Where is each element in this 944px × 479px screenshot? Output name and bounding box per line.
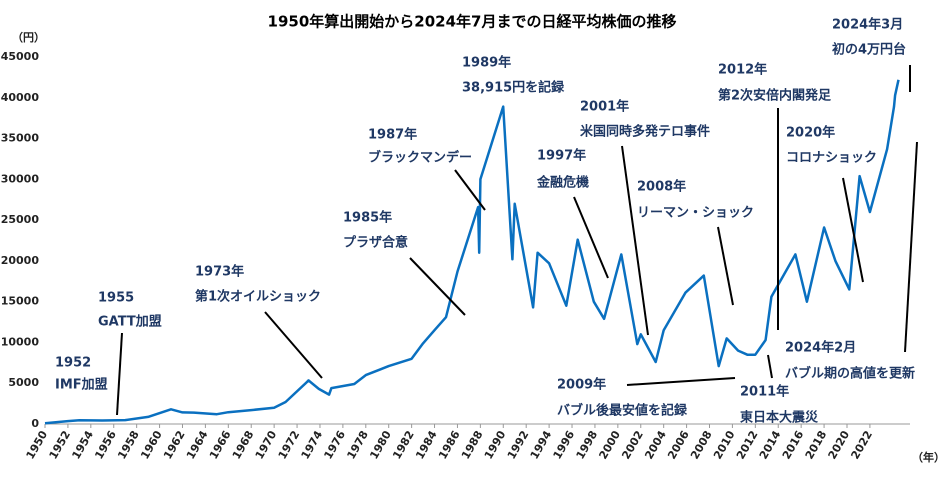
y-unit: （円） bbox=[12, 31, 45, 44]
x-tick-label: 1974 bbox=[299, 428, 326, 461]
annotation-arrow bbox=[626, 377, 736, 386]
x-tick-label: 1966 bbox=[207, 428, 234, 461]
y-tick-label: 45000 bbox=[1, 50, 40, 63]
x-tick-label: 2016 bbox=[780, 428, 807, 461]
annotation-text: 米国同時多発テロ事件 bbox=[580, 124, 710, 140]
y-tick-label: 30000 bbox=[1, 172, 40, 185]
annotation-arrow bbox=[116, 332, 123, 416]
x-tick-label: 1950 bbox=[24, 428, 51, 461]
x-tick-label: 2018 bbox=[803, 429, 830, 462]
x-tick-label: 2012 bbox=[734, 429, 761, 462]
x-tick-label: 2022 bbox=[849, 429, 876, 462]
x-tick-label: 1992 bbox=[505, 429, 532, 462]
annotation-year: 2008年 bbox=[637, 179, 686, 195]
x-tick-label: 1994 bbox=[528, 428, 555, 461]
x-tick-label: 1986 bbox=[436, 428, 463, 461]
annotation-text: 初の4万円台 bbox=[832, 42, 906, 58]
x-tick-label: 2020 bbox=[826, 428, 853, 461]
annotation-text: IMF加盟 bbox=[55, 377, 108, 393]
x-tick-label: 1960 bbox=[138, 428, 165, 461]
annotation-arrow bbox=[573, 196, 609, 279]
annotation-year: 1955 bbox=[98, 291, 134, 306]
x-tick-label: 2004 bbox=[642, 428, 669, 461]
annotation-arrow bbox=[842, 177, 864, 283]
annotation-year: 1973年 bbox=[195, 264, 244, 280]
annotation-text: 東日本大震災 bbox=[740, 410, 819, 426]
annotation-text: ブラックマンデー bbox=[368, 150, 472, 166]
x-tick-label: 1982 bbox=[390, 429, 417, 462]
y-tick-label: 20000 bbox=[1, 254, 40, 267]
x-tick-label: 1958 bbox=[115, 429, 142, 462]
price-line bbox=[44, 79, 900, 425]
x-tick-label: 1984 bbox=[413, 428, 440, 461]
annotation-year: 1997年 bbox=[537, 148, 586, 164]
annotation-year: 2011年 bbox=[740, 384, 789, 400]
annotation-year: 2024年3月 bbox=[832, 17, 903, 33]
y-tick-label: 10000 bbox=[1, 335, 40, 348]
x-tick-label: 1952 bbox=[47, 429, 74, 462]
annotation-arrow bbox=[767, 354, 773, 379]
y-tick-label: 35000 bbox=[1, 132, 40, 145]
annotation-arrow bbox=[409, 257, 466, 316]
annotation-text: バブル期の高値を更新 bbox=[785, 366, 915, 382]
annotation-year: 1989年 bbox=[462, 55, 511, 71]
x-tick-label: 1964 bbox=[184, 428, 211, 461]
annotation-arrow bbox=[904, 141, 918, 353]
x-tick-label: 1998 bbox=[574, 429, 601, 462]
annotation-arrow bbox=[621, 145, 649, 336]
x-tick-label: 1980 bbox=[367, 428, 394, 461]
annotation-arrow bbox=[264, 311, 323, 379]
annotation-text: 第1次オイルショック bbox=[195, 289, 321, 305]
y-tick-label: 25000 bbox=[1, 213, 40, 226]
annotation-text: バブル後最安値を記録 bbox=[557, 403, 688, 419]
annotation-arrow bbox=[454, 169, 486, 211]
annotation-text: プラザ合意 bbox=[343, 235, 408, 251]
annotation-year: 2012年 bbox=[718, 62, 767, 78]
annotation-text: リーマン・ショック bbox=[637, 206, 754, 221]
y-tick-label: 40000 bbox=[1, 91, 40, 104]
x-unit: （年） bbox=[912, 450, 944, 464]
x-tick-label: 1968 bbox=[230, 429, 257, 462]
x-tick-label: 1988 bbox=[459, 429, 486, 462]
annotation-year: 2020年 bbox=[786, 125, 835, 141]
x-tick-label: 1978 bbox=[344, 429, 371, 462]
y-tick-label: 5000 bbox=[8, 376, 39, 389]
annotation-year: 1952 bbox=[55, 356, 91, 371]
x-tick-label: 2014 bbox=[757, 428, 784, 461]
x-tick-label: 1956 bbox=[92, 428, 119, 461]
annotation-year: 2009年 bbox=[557, 377, 606, 393]
annotation-text: 金融危機 bbox=[536, 175, 589, 191]
x-tick-label: 2010 bbox=[711, 428, 738, 461]
y-tick-label: 0 bbox=[31, 417, 39, 430]
x-tick-label: 2000 bbox=[596, 428, 623, 461]
x-tick-label: 2002 bbox=[619, 429, 646, 462]
x-tick-label: 1954 bbox=[69, 428, 96, 461]
x-tick-label: 1962 bbox=[161, 429, 188, 462]
chart-title: 1950年算出開始から2024年7月までの日経平均株価の推移 bbox=[268, 13, 677, 31]
annotation-arrow bbox=[717, 226, 734, 306]
x-tick-label: 1972 bbox=[276, 429, 303, 462]
y-tick-label: 15000 bbox=[1, 295, 40, 308]
annotation-year: 1985年 bbox=[343, 210, 392, 226]
x-tick-label: 1990 bbox=[482, 428, 509, 461]
annotation-year: 2024年2月 bbox=[785, 340, 856, 356]
x-tick-label: 2006 bbox=[665, 428, 692, 461]
x-tick-label: 1996 bbox=[551, 428, 578, 461]
x-tick-label: 1976 bbox=[322, 428, 349, 461]
annotation-year: 2001年 bbox=[580, 99, 629, 115]
x-tick-label: 2008 bbox=[688, 429, 715, 462]
annotation-text: GATT加盟 bbox=[98, 314, 162, 330]
annotation-text: コロナショック bbox=[786, 151, 877, 166]
x-tick-label: 1970 bbox=[253, 428, 280, 461]
annotation-text: 第2次安倍内閣発足 bbox=[718, 88, 832, 104]
annotation-text: 38,915円を記録 bbox=[462, 80, 565, 96]
annotation-year: 1987年 bbox=[368, 127, 417, 143]
